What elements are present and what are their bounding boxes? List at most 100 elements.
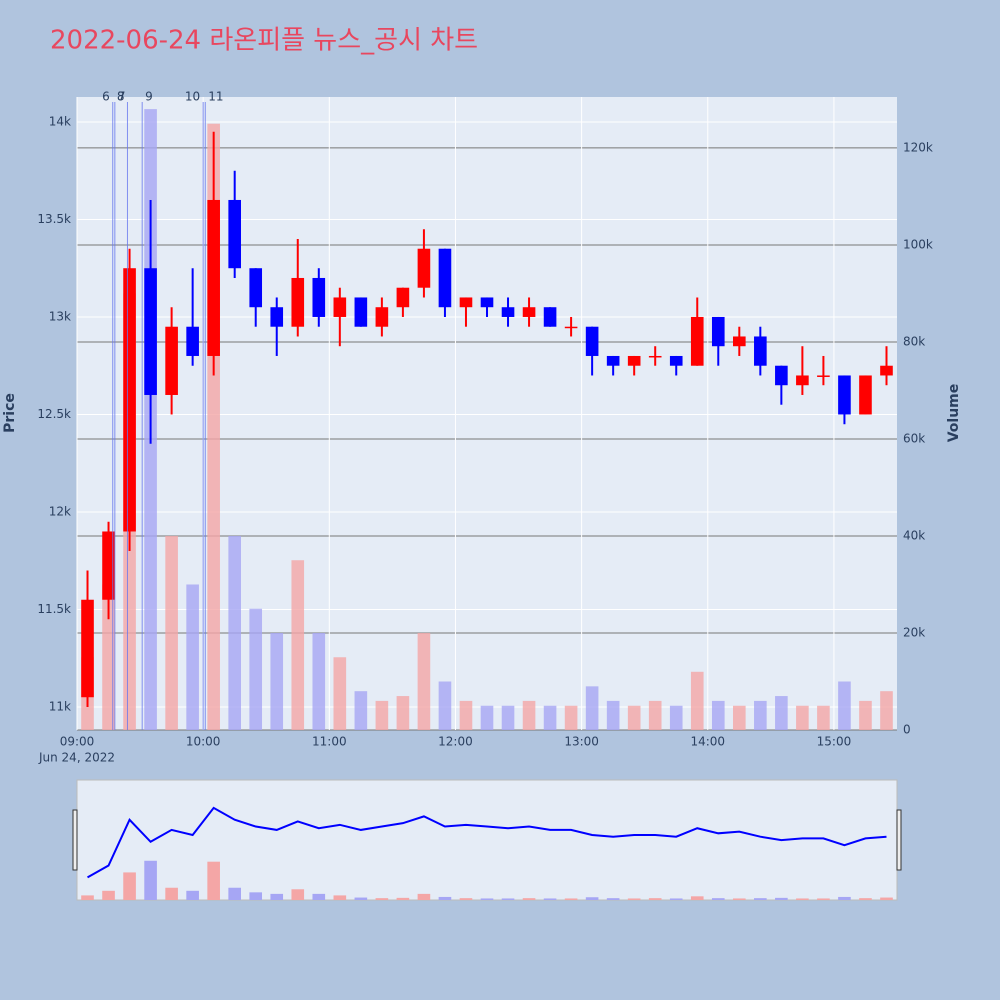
volume-bar [690, 671, 704, 730]
volume-bar [543, 705, 557, 730]
candle-body [754, 336, 767, 366]
mini-volume-bar [838, 896, 851, 900]
candle-body [796, 375, 809, 386]
volume-bar [375, 700, 389, 730]
mini-volume-bar [312, 893, 326, 900]
mini-volume-bar [270, 893, 284, 900]
volume-bar [102, 584, 115, 730]
candle-body [186, 326, 199, 356]
volume-bar [711, 700, 725, 730]
news-label: 11 [208, 90, 223, 104]
mini-volume-bar [207, 861, 220, 900]
news-label: 6 [102, 90, 110, 104]
candle-body [144, 268, 157, 395]
volume-bar [775, 696, 788, 730]
candle-body [291, 277, 305, 327]
y2-tick-label: 60k [903, 431, 925, 445]
y2-tick-label: 0 [903, 723, 911, 737]
y-tick-label: 11.5k [37, 602, 71, 616]
mini-volume-bar [711, 898, 725, 900]
y2-tick-label: 80k [903, 334, 925, 348]
volume-bar [817, 705, 830, 730]
mini-volume-bar [522, 898, 536, 900]
volume-bar [186, 584, 199, 730]
mini-volume-bar [627, 898, 641, 900]
range-slider[interactable] [76, 779, 898, 901]
mini-volume-bar [501, 898, 515, 900]
y-tick-label: 11k [49, 699, 71, 713]
candle-body [312, 277, 326, 317]
x-tick-label: 12:00 [438, 735, 473, 749]
candle-body [354, 297, 368, 327]
volume-bar [606, 700, 620, 730]
volume-bar [648, 700, 662, 730]
mini-volume-bar [396, 897, 410, 900]
volume-bar [459, 700, 473, 730]
mini-volume-bar [564, 898, 578, 900]
candle-body [859, 375, 872, 415]
candle-body [522, 307, 536, 317]
mini-volume-bar [102, 890, 115, 900]
mini-volume-bar [459, 898, 473, 900]
mini-volume-bar [417, 893, 431, 900]
volume-bar [522, 700, 536, 730]
plot-area [77, 97, 897, 730]
volume-bar [291, 560, 305, 730]
y-tick-label: 14k [49, 114, 71, 128]
candle-body [480, 297, 494, 308]
y-tick-label: 12.5k [37, 407, 71, 421]
y2-tick-label: 20k [903, 625, 925, 639]
volume-bar [627, 705, 641, 730]
volume-bar [396, 696, 410, 730]
candle-body [249, 268, 263, 308]
volume-bar [354, 691, 368, 730]
mini-volume-bar [669, 898, 683, 900]
news-label: 8 [117, 90, 125, 104]
mini-volume-bar [249, 892, 263, 900]
candle-body [375, 307, 389, 327]
volume-bar [754, 700, 767, 730]
x-tick-label: 15:00 [817, 735, 852, 749]
mini-volume-bar [543, 898, 557, 900]
y-tick-label: 13.5k [37, 212, 71, 226]
volume-bar [564, 705, 578, 730]
volume-bar [438, 681, 452, 730]
x-tick-label: 11:00 [312, 735, 347, 749]
candle-body [417, 248, 431, 288]
candle-body [228, 199, 241, 269]
mini-close-line [87, 806, 887, 879]
y2-tick-label: 40k [903, 528, 925, 542]
x-tick-label: 14:00 [690, 735, 725, 749]
mini-volume-bar [81, 895, 94, 900]
volume-bar [501, 705, 515, 730]
mini-volume-bar [690, 896, 704, 900]
candle-body [165, 326, 178, 395]
volume-bar [880, 691, 893, 730]
volume-bar [859, 700, 872, 730]
mini-volume-bar [480, 898, 494, 900]
x-tick-label: 13:00 [564, 735, 599, 749]
volume-bar [165, 535, 178, 730]
candle-body [564, 326, 578, 329]
mini-volume-bar [733, 898, 746, 900]
volume-bar [312, 632, 326, 730]
y2-tick-label: 100k [903, 237, 933, 251]
candle-body [438, 248, 452, 308]
mini-volume-bar [817, 898, 830, 900]
slider-handle[interactable] [72, 809, 78, 871]
volume-bar [249, 608, 263, 730]
candle-body [606, 355, 620, 366]
slider-handle[interactable] [896, 809, 902, 871]
mini-volume-bar [754, 898, 767, 900]
volume-bar [733, 705, 746, 730]
candle-body [711, 316, 725, 347]
chart-title: 2022-06-24 라온피플 뉴스_공시 차트 [50, 26, 478, 56]
volume-bar [270, 632, 284, 730]
mini-volume-bar [438, 896, 452, 900]
volume-bar [417, 632, 431, 730]
mini-volume-bar [144, 860, 157, 900]
y-tick-label: 12k [49, 504, 71, 518]
y2-tick-label: 120k [903, 140, 933, 154]
mini-volume-bar [186, 890, 199, 900]
